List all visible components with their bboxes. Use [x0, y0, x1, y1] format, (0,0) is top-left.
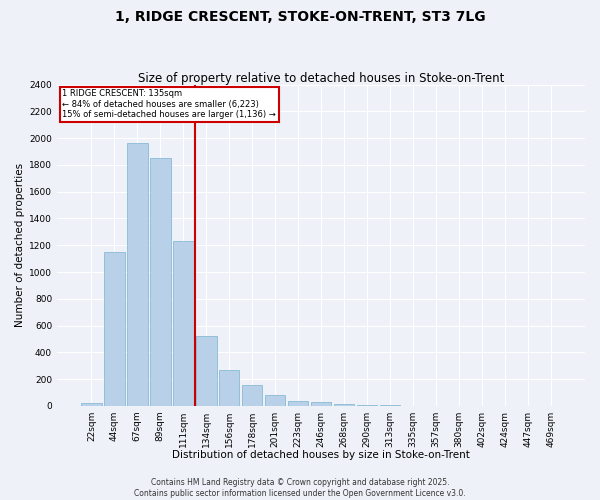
Bar: [334, 404, 355, 406]
Bar: [311, 402, 331, 406]
X-axis label: Distribution of detached houses by size in Stoke-on-Trent: Distribution of detached houses by size …: [172, 450, 470, 460]
Title: Size of property relative to detached houses in Stoke-on-Trent: Size of property relative to detached ho…: [138, 72, 504, 85]
Bar: [356, 405, 377, 406]
Bar: [104, 252, 125, 406]
Bar: [150, 158, 170, 406]
Bar: [219, 370, 239, 406]
Bar: [173, 241, 194, 406]
Text: 1, RIDGE CRESCENT, STOKE-ON-TRENT, ST3 7LG: 1, RIDGE CRESCENT, STOKE-ON-TRENT, ST3 7…: [115, 10, 485, 24]
Bar: [288, 400, 308, 406]
Bar: [81, 404, 101, 406]
Text: 1 RIDGE CRESCENT: 135sqm
← 84% of detached houses are smaller (6,223)
15% of sem: 1 RIDGE CRESCENT: 135sqm ← 84% of detach…: [62, 90, 276, 119]
Y-axis label: Number of detached properties: Number of detached properties: [15, 163, 25, 328]
Bar: [127, 144, 148, 406]
Text: Contains HM Land Registry data © Crown copyright and database right 2025.
Contai: Contains HM Land Registry data © Crown c…: [134, 478, 466, 498]
Bar: [242, 385, 262, 406]
Bar: [265, 396, 286, 406]
Bar: [196, 336, 217, 406]
